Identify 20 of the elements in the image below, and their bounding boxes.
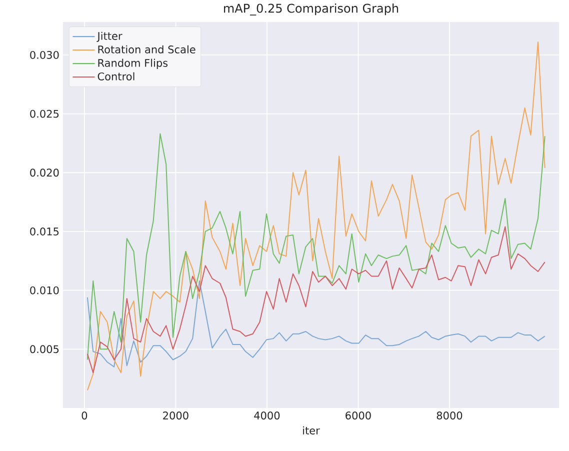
x-tick-label: 2000: [163, 412, 188, 420]
y-tick-label: 0.030: [30, 50, 59, 59]
line-series: [86, 42, 546, 391]
y-tick-label: 0.015: [30, 228, 59, 236]
line-series: [86, 226, 546, 374]
x-tick-label: 4000: [254, 412, 280, 420]
chart-title: mAP_0.25 Comparison Graph: [224, 4, 398, 16]
y-tick-label: 0.025: [30, 110, 59, 118]
line-series: [86, 133, 546, 360]
x-tick-label: 6000: [346, 412, 371, 420]
legend-label: Control: [98, 72, 134, 80]
legend-label: Jitter: [96, 32, 122, 42]
y-tick-label: 0.005: [30, 345, 59, 354]
y-tick-label: 0.010: [30, 286, 59, 294]
legend-label: Random Flips: [98, 58, 168, 69]
x-tick-label: 0: [82, 412, 88, 420]
x-tick-label: 8000: [436, 412, 462, 420]
x-axis-title: iter: [303, 426, 320, 434]
y-tick-label: 0.020: [30, 168, 59, 177]
legend-label: Rotation and Scale: [98, 45, 196, 54]
